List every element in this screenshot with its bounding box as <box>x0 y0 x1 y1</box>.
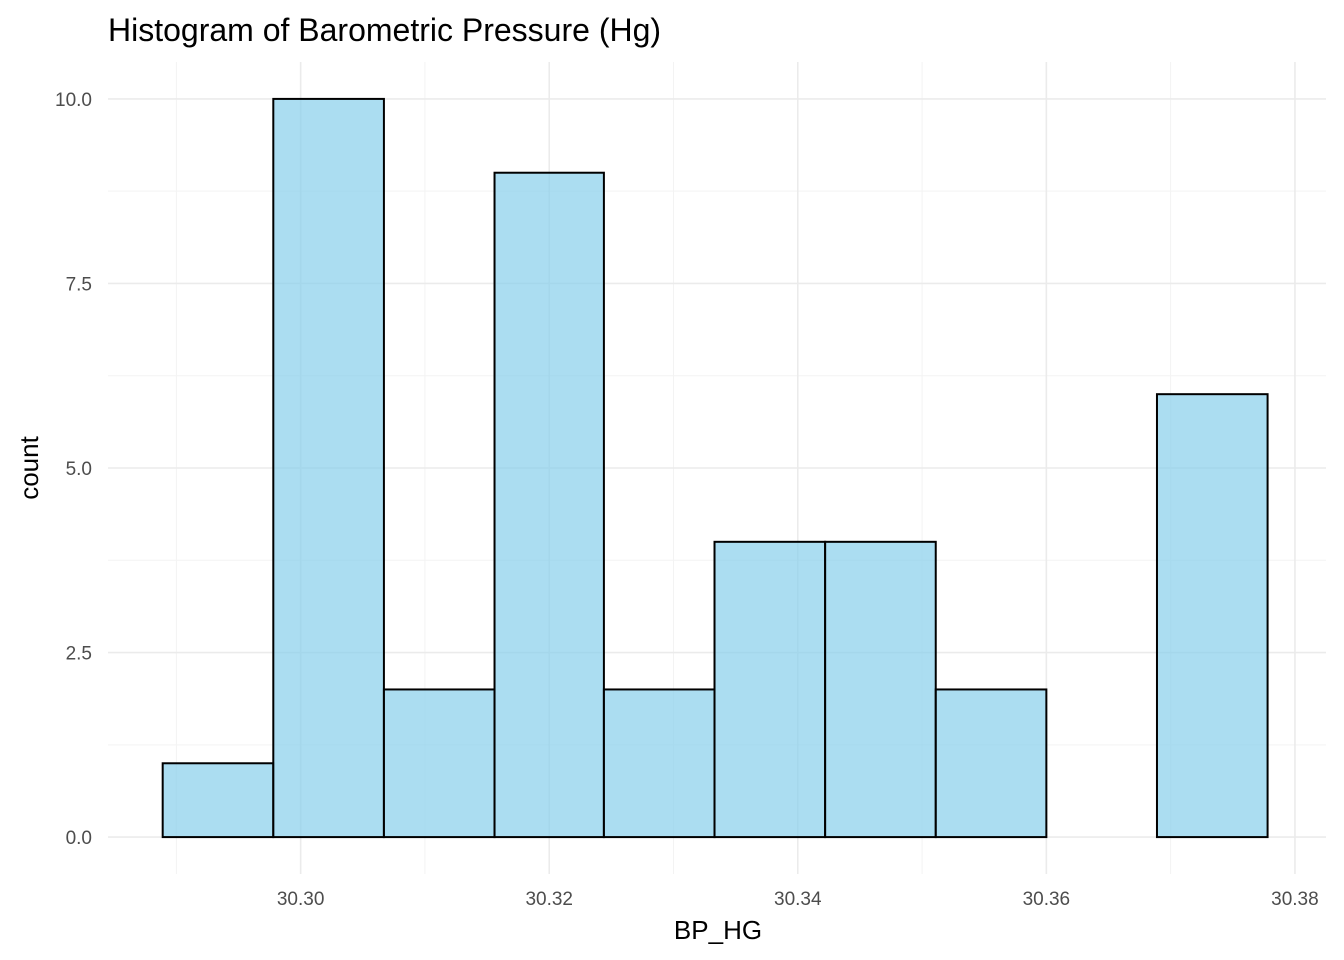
y-tick-label: 5.0 <box>66 459 92 480</box>
histogram-bar <box>161 762 275 839</box>
x-tick-label: 30.38 <box>1271 889 1319 910</box>
histogram-bar <box>934 688 1048 839</box>
histogram-bar <box>824 540 937 839</box>
x-tick-label: 30.36 <box>1023 889 1071 910</box>
y-tick-label: 0.0 <box>66 828 92 849</box>
x-tick-label: 30.34 <box>774 889 822 910</box>
y-axis-title: count <box>14 435 44 499</box>
y-tick-label: 10.0 <box>55 90 92 111</box>
x-axis-tick-labels: 30.30 30.32 30.34 30.36 30.38 <box>277 889 1319 910</box>
y-tick-label: 7.5 <box>66 274 92 295</box>
x-tick-label: 30.30 <box>277 889 325 910</box>
histogram-bar <box>493 171 605 839</box>
x-tick-label: 30.32 <box>525 889 573 910</box>
chart-title: Histogram of Barometric Pressure (Hg) <box>108 12 661 48</box>
y-axis-tick-labels: 0.0 2.5 5.0 7.5 10.0 <box>55 90 92 849</box>
histogram-bar <box>382 688 496 839</box>
histogram-bar <box>713 540 827 839</box>
histogram-bars <box>161 97 1269 839</box>
histogram-bar <box>602 688 716 839</box>
x-axis-title: BP_HG <box>674 915 762 945</box>
y-tick-label: 2.5 <box>66 644 92 665</box>
histogram-bar <box>1155 393 1269 839</box>
histogram-bar <box>272 97 385 839</box>
